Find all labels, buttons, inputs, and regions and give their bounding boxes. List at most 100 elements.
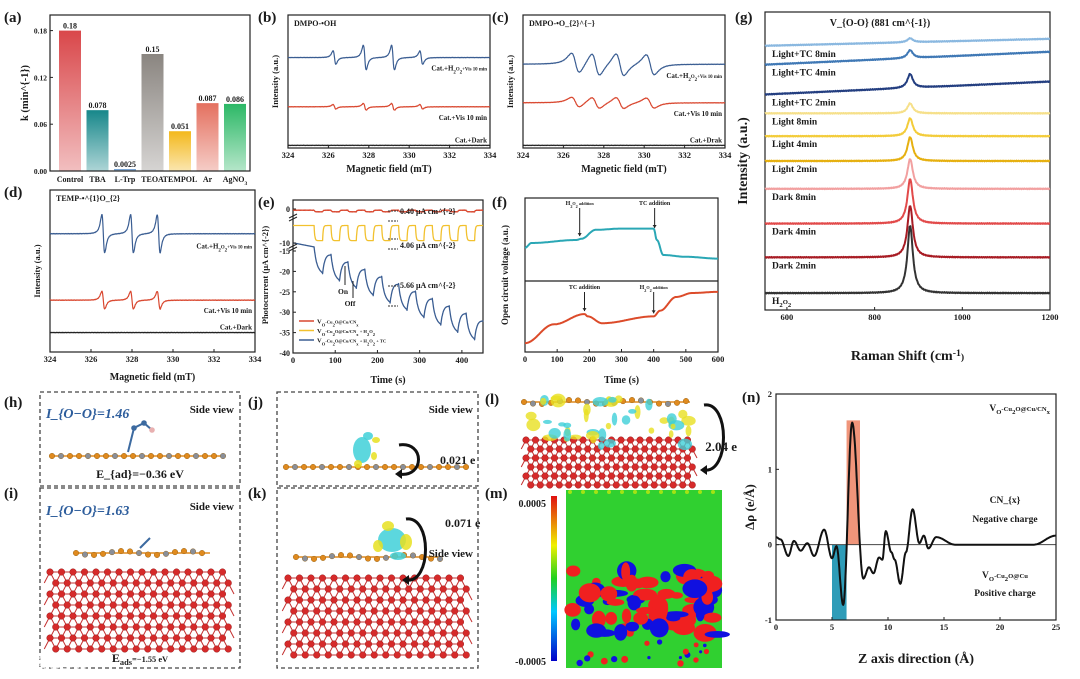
- atom: [566, 397, 573, 404]
- density-blob: [649, 618, 669, 638]
- y-tick-label: 0.00: [34, 167, 47, 176]
- isosurface: [526, 418, 541, 432]
- isosurface: [611, 412, 618, 426]
- cu-atom: [627, 454, 635, 462]
- cu-atom: [121, 579, 129, 587]
- dashed-frame: [39, 487, 241, 669]
- cu-atom: [365, 596, 373, 604]
- cu-atom: [445, 574, 453, 582]
- atom: [410, 552, 417, 559]
- cu-atom: [522, 436, 530, 444]
- atom: [72, 550, 79, 557]
- cu-atom: [184, 568, 192, 576]
- cu-atom: [301, 607, 309, 615]
- cu-atom: [445, 618, 453, 626]
- cu-atom: [336, 629, 344, 637]
- cu-atom: [58, 612, 66, 620]
- epr-trace-0: [287, 44, 491, 71]
- cu-atom: [612, 445, 620, 453]
- x-tick-label: 324: [44, 354, 58, 364]
- y-axis-label: k (min^{-1}): [20, 64, 31, 121]
- cu-atom: [555, 481, 563, 489]
- isosurface: [563, 428, 572, 442]
- cu-atom: [301, 629, 309, 637]
- cu-atom: [353, 618, 361, 626]
- plot-frame: [287, 14, 491, 149]
- cu-atom: [313, 651, 321, 659]
- cu-atom: [58, 634, 66, 642]
- cu-atom: [359, 585, 367, 593]
- cu-atom: [439, 607, 447, 615]
- atom: [428, 555, 435, 562]
- cu-atom: [161, 590, 169, 598]
- cu-atom: [290, 607, 298, 615]
- isosurface: [583, 403, 591, 416]
- bar-6: [224, 103, 246, 171]
- cu-atom: [536, 481, 544, 489]
- cu-atom: [655, 436, 663, 444]
- cu-atom: [172, 634, 180, 642]
- cu-atom: [126, 568, 134, 576]
- density-blob: [584, 655, 591, 662]
- cu-atom: [445, 640, 453, 648]
- y-axis-label: Intensity (a.u.): [32, 244, 42, 297]
- annotation: CN_{x}: [990, 496, 1021, 506]
- x-tick-label: 326: [557, 150, 570, 160]
- atom: [293, 554, 300, 561]
- atom: [521, 399, 528, 406]
- bar-value-label: 0.087: [199, 94, 217, 103]
- cu-atom: [126, 590, 134, 598]
- cu2o-slab: [43, 568, 235, 653]
- cu-atom: [296, 596, 304, 604]
- density-blob: [621, 608, 632, 624]
- cu-atom: [434, 596, 442, 604]
- cu-atom: [336, 651, 344, 659]
- x-tick-label: 0: [291, 355, 295, 365]
- density-blob: [584, 604, 595, 615]
- cu-atom: [115, 634, 123, 642]
- cu-atom: [296, 640, 304, 648]
- cu-atom: [138, 634, 146, 642]
- cu-atom: [536, 445, 544, 453]
- cu-atom: [688, 463, 696, 471]
- cu-atom: [570, 454, 578, 462]
- atom: [49, 453, 56, 460]
- cu-atom: [75, 579, 83, 587]
- cu-atom: [428, 629, 436, 637]
- cu-atom: [167, 579, 175, 587]
- plot-frame: [775, 393, 1057, 621]
- atom: [149, 427, 155, 433]
- view-label: Side view: [190, 501, 234, 513]
- cu-atom: [155, 623, 163, 631]
- cu-atom: [382, 629, 390, 637]
- cu-atom: [669, 481, 677, 489]
- atom: [84, 453, 91, 460]
- annotation: TC addition: [639, 201, 671, 207]
- cu-atom: [370, 651, 378, 659]
- cu-atom: [201, 645, 209, 653]
- density-blob: [578, 583, 601, 603]
- isosurface: [542, 419, 552, 424]
- cu-atom: [330, 618, 338, 626]
- cu-atom: [541, 454, 549, 462]
- cu-atom: [296, 618, 304, 626]
- cu-atom: [574, 463, 582, 471]
- density-blob: [593, 629, 616, 637]
- cu-atom: [69, 612, 77, 620]
- cu-atom: [207, 612, 215, 620]
- isosurface: [390, 552, 406, 560]
- y-tick-label: 0: [768, 540, 772, 550]
- atom: [81, 551, 88, 558]
- atom: [144, 551, 151, 558]
- bond-length-label: I_{O−O}=1.63: [45, 504, 129, 519]
- atom: [108, 549, 115, 556]
- isosurface: [353, 437, 371, 463]
- density-blob: [703, 648, 710, 655]
- panel-label-l: (l): [485, 392, 499, 408]
- cu-atom: [574, 445, 582, 453]
- atom: [138, 453, 145, 460]
- cu-atom: [167, 645, 175, 653]
- isosurface: [548, 428, 561, 439]
- density-blob: [711, 490, 715, 494]
- charge-transfer-label: 0.071 e: [445, 516, 481, 530]
